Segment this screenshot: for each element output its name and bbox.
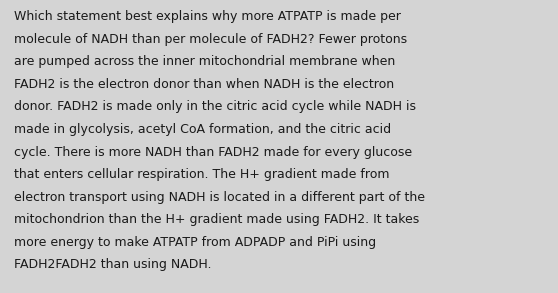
Text: that enters cellular respiration. The H+ gradient made from: that enters cellular respiration. The H+… [14,168,389,181]
Text: made in glycolysis, acetyl CoA formation, and the citric acid: made in glycolysis, acetyl CoA formation… [14,123,391,136]
Text: Which statement best explains why more ATPATP is made per: Which statement best explains why more A… [14,10,401,23]
Text: electron transport using NADH is located in a different part of the: electron transport using NADH is located… [14,191,425,204]
Text: molecule of NADH than per molecule of FADH2? Fewer protons: molecule of NADH than per molecule of FA… [14,33,407,46]
Text: FADH2 is the electron donor than when NADH is the electron: FADH2 is the electron donor than when NA… [14,78,394,91]
Text: donor. FADH2 is made only in the citric acid cycle while NADH is: donor. FADH2 is made only in the citric … [14,100,416,113]
Text: FADH2FADH2 than using NADH.: FADH2FADH2 than using NADH. [14,258,211,271]
Text: are pumped across the inner mitochondrial membrane when: are pumped across the inner mitochondria… [14,55,395,68]
Text: more energy to make ATPATP from ADPADP and PiPi using: more energy to make ATPATP from ADPADP a… [14,236,376,249]
Text: cycle. There is more NADH than FADH2 made for every glucose: cycle. There is more NADH than FADH2 mad… [14,146,412,159]
Text: mitochondrion than the H+ gradient made using FADH2. It takes: mitochondrion than the H+ gradient made … [14,213,419,226]
